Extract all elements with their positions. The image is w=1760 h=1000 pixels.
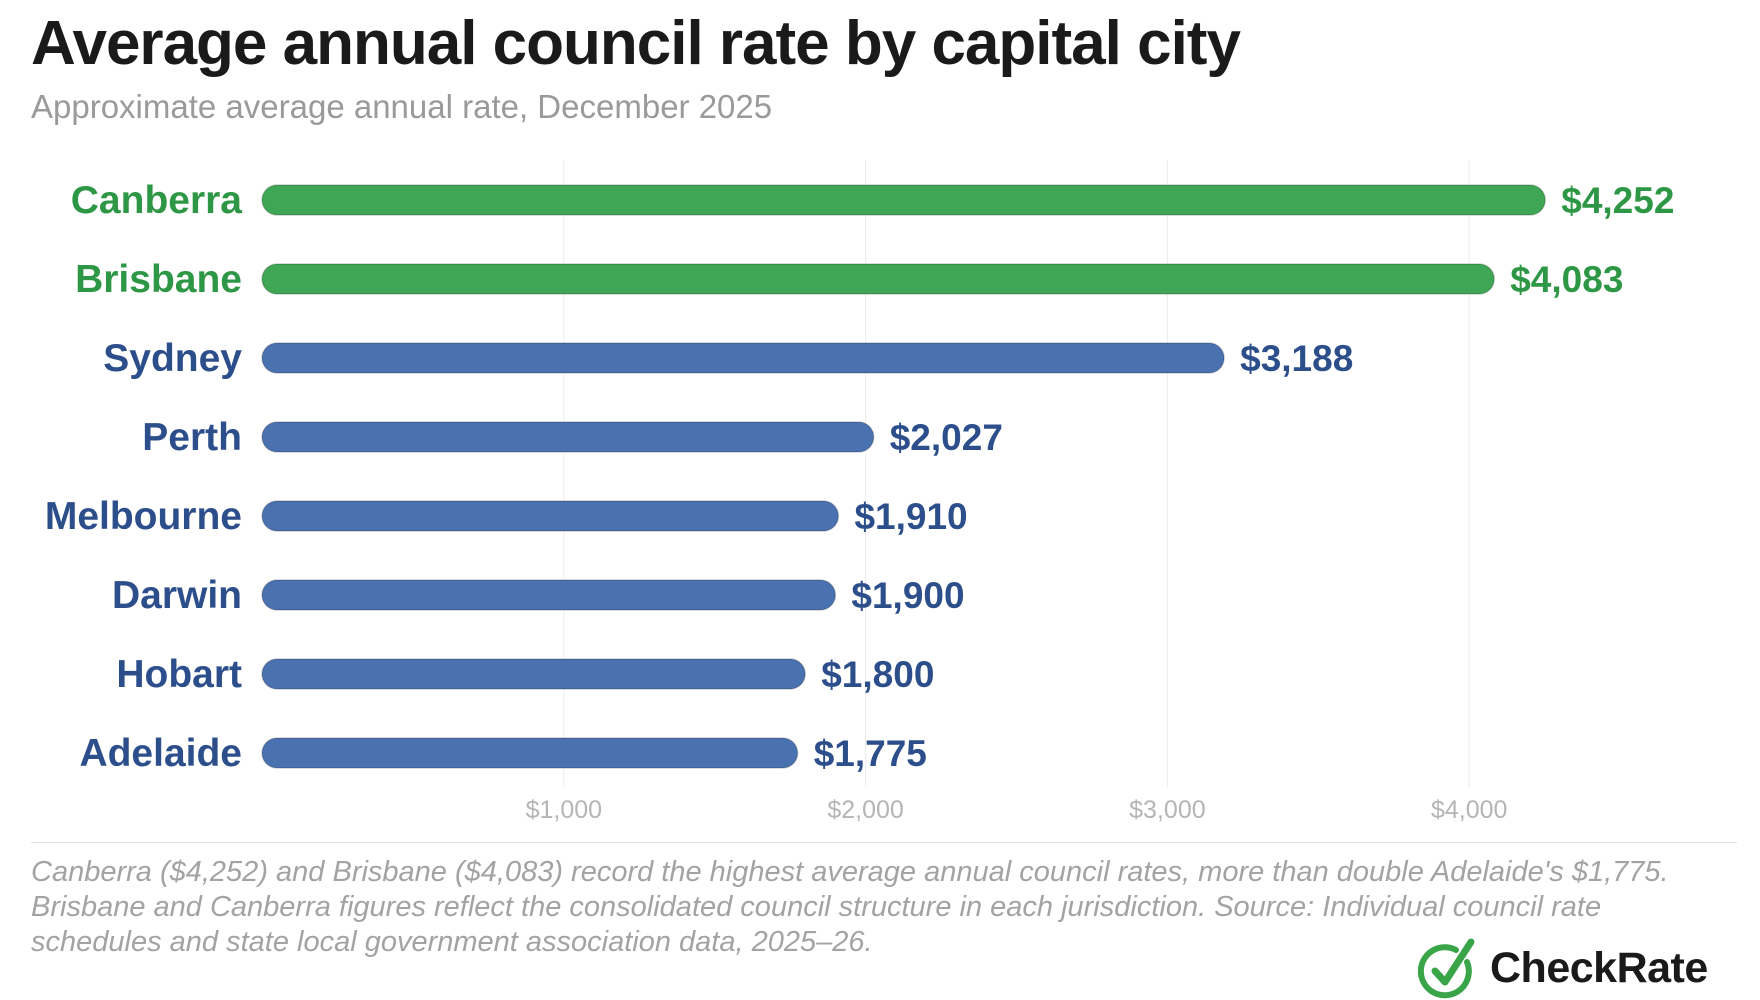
category-label: Sydney (103, 337, 242, 380)
checkrate-logo: CheckRate (1418, 936, 1708, 1000)
check-circle-icon (1418, 938, 1475, 999)
x-tick-label: $2,000 (827, 796, 903, 824)
bar-canberra (261, 184, 1547, 216)
labels: $1,000 $2,000 $3,000 $4,000 Canberra $4,252 Br… (45, 179, 1675, 824)
value-label: $4,083 (1510, 259, 1623, 300)
bar-perth (261, 421, 875, 453)
chart-subtitle: Approximate average annual rate, Decembe… (31, 88, 773, 125)
x-tick-label: $4,000 (1431, 796, 1507, 824)
chart-title: Average annual council rate by capital c… (31, 9, 1241, 78)
value-label: $3,188 (1240, 338, 1353, 379)
value-label: $1,910 (854, 496, 967, 537)
value-label: $1,800 (821, 654, 934, 695)
category-label: Hobart (116, 653, 242, 696)
category-label: Adelaide (79, 732, 242, 775)
category-label: Perth (142, 416, 242, 459)
gridlines (563, 160, 1470, 787)
bar-sydney (261, 342, 1225, 374)
divider (31, 842, 1737, 843)
x-tick-label: $3,000 (1129, 796, 1205, 824)
bar-melbourne (261, 500, 840, 532)
logo-text: CheckRate (1490, 943, 1708, 992)
footnote: Canberra ($4,252) and Brisbane ($4,083) … (31, 856, 1669, 958)
value-label: $2,027 (890, 417, 1003, 458)
bar-hobart (261, 658, 806, 690)
value-label: $4,252 (1561, 180, 1674, 221)
x-tick-label: $1,000 (526, 796, 602, 824)
category-label: Canberra (71, 179, 243, 222)
category-label: Brisbane (75, 258, 242, 301)
category-label: Darwin (112, 574, 242, 617)
bar-darwin (261, 579, 837, 611)
value-label: $1,900 (851, 575, 964, 616)
category-label: Melbourne (45, 495, 242, 538)
value-label: $1,775 (814, 733, 927, 774)
bars (261, 184, 1547, 769)
bar-chart: $1,000 $2,000 $3,000 $4,000 Canberra $4,252 Br… (45, 160, 1675, 824)
bar-adelaide (261, 737, 799, 769)
bar-brisbane (261, 263, 1495, 295)
